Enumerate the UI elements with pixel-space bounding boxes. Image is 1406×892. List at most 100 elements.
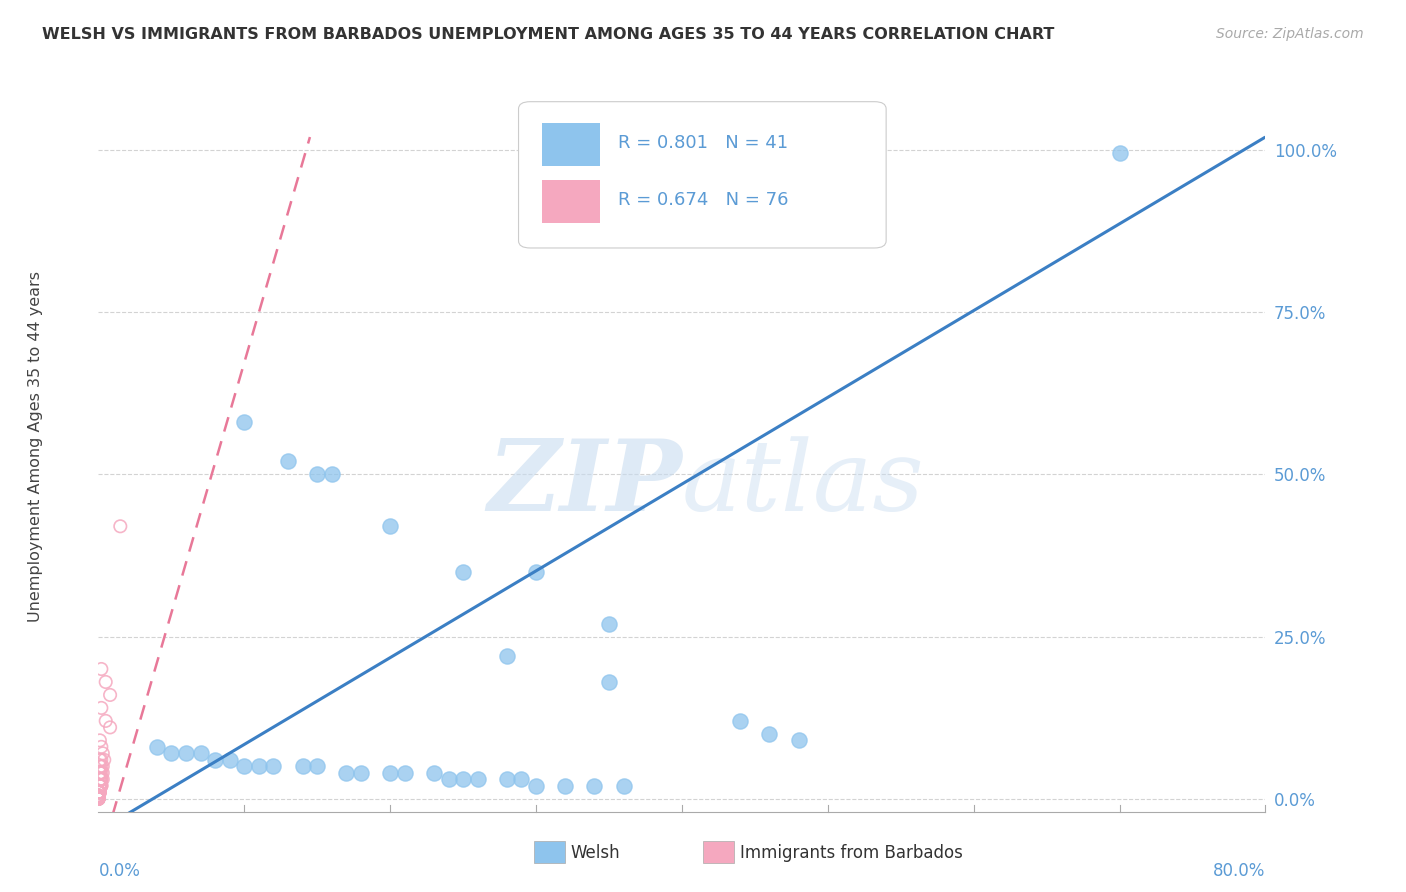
Text: R = 0.674   N = 76: R = 0.674 N = 76: [617, 191, 789, 209]
Point: [87, 791, 110, 805]
Point: [90, 765, 112, 780]
Point: [87, 791, 110, 805]
Point: [87, 789, 110, 804]
Point: [87, 789, 110, 803]
Point: [277, 454, 299, 468]
Point: [218, 753, 240, 767]
Point: [87, 791, 110, 805]
Point: [451, 772, 474, 787]
Point: [451, 565, 474, 579]
Point: [89, 759, 111, 773]
Point: [583, 779, 606, 793]
Point: [87, 785, 110, 799]
Point: [87, 785, 110, 799]
Point: [89, 765, 111, 780]
Point: [89, 779, 111, 793]
Point: [90, 753, 112, 767]
Text: 0.0%: 0.0%: [98, 862, 141, 880]
Point: [90, 779, 112, 793]
Point: [87, 789, 110, 803]
Point: [87, 791, 110, 805]
Point: [87, 791, 110, 805]
Point: [87, 791, 110, 805]
Point: [89, 785, 111, 799]
Text: ZIP: ZIP: [486, 435, 682, 532]
Point: [89, 772, 111, 787]
Point: [91, 759, 114, 773]
Bar: [541, 180, 600, 223]
Point: [87, 790, 110, 805]
Point: [87, 791, 110, 805]
Point: [554, 779, 576, 793]
Text: Unemployment Among Ages 35 to 44 years: Unemployment Among Ages 35 to 44 years: [28, 270, 42, 622]
Point: [233, 416, 256, 430]
Point: [90, 779, 112, 793]
Point: [87, 785, 110, 799]
Point: [89, 785, 111, 799]
Point: [174, 747, 197, 761]
Point: [90, 772, 112, 787]
Point: [335, 765, 357, 780]
Point: [87, 791, 110, 805]
Point: [110, 519, 132, 533]
Point: [378, 765, 402, 780]
Point: [787, 733, 810, 747]
Point: [91, 765, 114, 780]
Point: [758, 727, 780, 741]
Point: [87, 789, 110, 803]
Text: Welsh: Welsh: [571, 844, 620, 862]
Point: [87, 791, 110, 805]
Point: [204, 753, 226, 767]
Point: [98, 688, 121, 702]
Point: [437, 772, 460, 787]
Point: [90, 662, 112, 676]
Point: [90, 739, 112, 754]
Point: [87, 790, 110, 805]
Point: [91, 747, 114, 761]
Point: [87, 785, 110, 799]
Point: [598, 675, 620, 690]
Point: [87, 791, 110, 805]
Point: [728, 714, 751, 728]
Point: [94, 714, 117, 728]
Point: [1108, 146, 1130, 161]
Point: [87, 789, 110, 804]
Point: [321, 467, 343, 482]
Point: [87, 789, 110, 804]
Point: [262, 759, 284, 773]
Point: [190, 747, 212, 761]
Text: 80.0%: 80.0%: [1213, 862, 1265, 880]
Point: [98, 720, 121, 734]
Point: [598, 616, 620, 631]
Text: Immigrants from Barbados: Immigrants from Barbados: [740, 844, 963, 862]
Point: [87, 790, 110, 805]
Point: [89, 779, 111, 793]
Point: [93, 753, 115, 767]
Point: [671, 146, 693, 161]
Point: [87, 789, 110, 804]
Point: [378, 519, 402, 533]
Point: [423, 765, 446, 780]
Point: [89, 779, 111, 793]
Point: [89, 753, 111, 767]
Point: [233, 759, 256, 773]
Text: WELSH VS IMMIGRANTS FROM BARBADOS UNEMPLOYMENT AMONG AGES 35 TO 44 YEARS CORRELA: WELSH VS IMMIGRANTS FROM BARBADOS UNEMPL…: [42, 27, 1054, 42]
Point: [87, 785, 110, 799]
Point: [350, 765, 373, 780]
Point: [87, 789, 110, 804]
Bar: [541, 123, 600, 166]
Point: [90, 759, 112, 773]
Point: [87, 790, 110, 805]
Point: [87, 789, 110, 803]
Point: [467, 772, 489, 787]
Point: [90, 772, 112, 787]
Point: [87, 791, 110, 805]
Point: [89, 733, 111, 747]
Point: [641, 146, 664, 161]
Point: [146, 739, 169, 754]
Point: [87, 791, 110, 805]
Point: [94, 675, 117, 690]
Point: [87, 791, 110, 805]
Point: [91, 772, 114, 787]
Point: [89, 772, 111, 787]
